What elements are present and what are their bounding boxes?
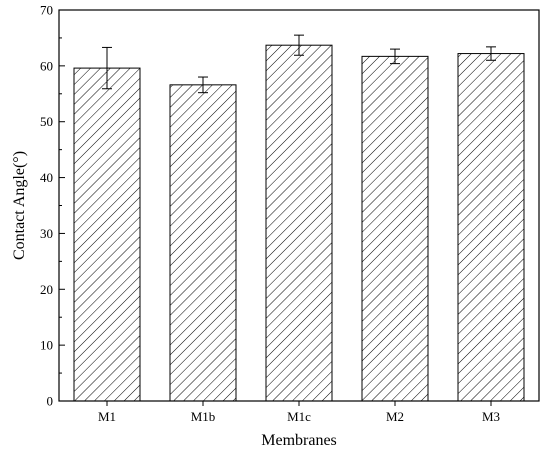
bars [73, 34, 525, 402]
bar-m1b [169, 84, 237, 402]
y-tick-label: 30 [40, 226, 53, 241]
bar-m3 [457, 53, 525, 402]
y-tick-label: 0 [47, 394, 54, 409]
x-tick-label: M3 [482, 409, 500, 424]
x-tick-label: M1c [287, 409, 311, 424]
bar-m2 [361, 55, 429, 402]
y-tick-label: 60 [40, 58, 53, 73]
y-tick-label: 20 [40, 282, 53, 297]
y-tick-label: 10 [40, 338, 53, 353]
x-axis-label: Membranes [261, 432, 337, 449]
bar-m1 [73, 67, 141, 402]
bar-m1c [265, 44, 333, 402]
y-tick-label: 40 [40, 170, 53, 185]
y-tick-label: 70 [40, 3, 53, 18]
y-axis-label: Contact Angle(°) [11, 151, 28, 260]
x-tick-label: M1b [191, 409, 216, 424]
y-axis-ticks: 0 10 20 30 40 50 60 70 [40, 3, 65, 409]
y-tick-label: 50 [40, 114, 53, 129]
x-tick-label: M1 [98, 409, 116, 424]
x-axis-ticks: M1 M1b M1c M2 M3 [98, 401, 500, 424]
x-tick-label: M2 [386, 409, 404, 424]
